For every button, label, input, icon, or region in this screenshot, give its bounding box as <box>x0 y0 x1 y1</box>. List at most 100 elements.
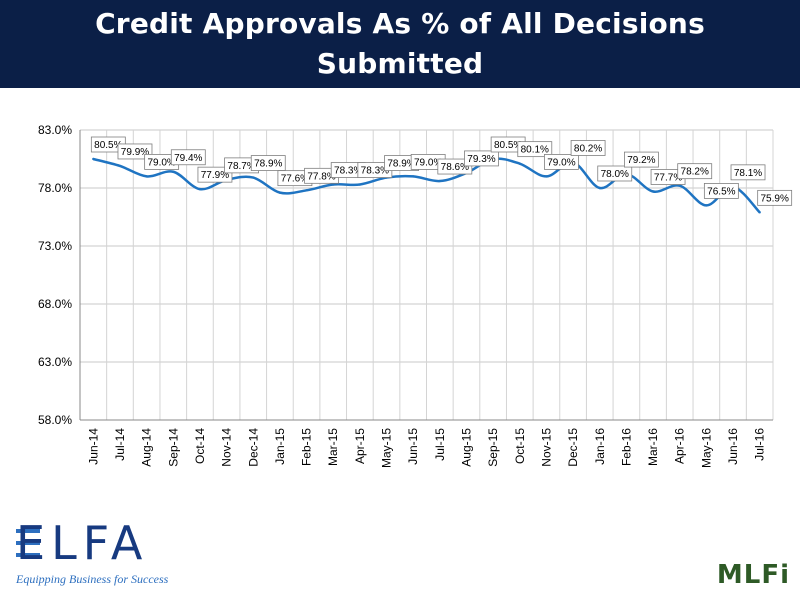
data-label: 75.9% <box>760 193 788 204</box>
data-label: 80.5% <box>94 140 122 151</box>
data-label: 79.0% <box>414 157 442 168</box>
elfa-wordmark: ELFA <box>16 516 149 570</box>
x-tick-label: Nov-14 <box>220 428 234 467</box>
data-point <box>438 179 442 183</box>
chart-title-line-1: Credit Approvals As % of All Decisions <box>95 7 705 40</box>
data-label: 80.5% <box>494 140 522 151</box>
x-tick-label: Jul-16 <box>753 428 767 461</box>
data-point <box>118 164 122 168</box>
x-tick-label: Jun-16 <box>726 428 740 465</box>
data-label: 77.7% <box>654 172 682 183</box>
data-label-box <box>117 143 153 160</box>
data-point <box>358 183 362 186</box>
data-label: 79.9% <box>121 147 149 158</box>
data-label-box <box>597 165 633 182</box>
x-tick-label: Jul-14 <box>113 428 127 461</box>
data-label-box <box>464 150 499 167</box>
x-tick-label: Feb-15 <box>300 428 314 466</box>
y-tick-label: 63.0% <box>38 355 72 369</box>
data-label-box <box>250 155 286 171</box>
data-label: 79.0% <box>147 157 175 168</box>
data-point <box>705 204 708 207</box>
data-label-box <box>517 141 553 158</box>
data-point <box>758 211 761 214</box>
data-label-box <box>170 149 206 166</box>
data-label: 79.2% <box>627 155 655 166</box>
data-label: 79.0% <box>547 157 575 168</box>
data-label: 78.0% <box>601 169 629 180</box>
x-tick-label: Jan-15 <box>273 428 287 465</box>
y-tick-label: 73.0% <box>38 239 72 253</box>
x-tick-label: Dec-15 <box>566 428 580 467</box>
data-label-box <box>570 140 606 156</box>
data-label: 77.6% <box>281 174 309 185</box>
data-label: 78.7% <box>227 161 255 172</box>
data-label-box <box>437 158 473 175</box>
data-label: 80.2% <box>574 143 602 154</box>
data-point <box>92 157 95 161</box>
data-point <box>332 183 335 186</box>
data-label: 78.3% <box>334 166 362 177</box>
x-tick-label: Aug-15 <box>459 428 473 467</box>
data-label-box <box>757 189 793 206</box>
x-tick-label: Sep-15 <box>486 428 500 467</box>
data-label-box <box>677 163 713 180</box>
data-label: 79.3% <box>467 154 495 165</box>
series-line <box>93 157 761 214</box>
data-point <box>518 162 521 165</box>
data-point <box>305 189 308 192</box>
data-label-box <box>197 166 233 183</box>
data-point <box>252 176 255 179</box>
x-tick-label: Jul-15 <box>433 428 447 461</box>
data-label-box <box>544 154 579 170</box>
y-tick-label: 58.0% <box>38 413 72 427</box>
data-label-box <box>703 183 739 199</box>
data-label: 80.1% <box>521 145 549 156</box>
y-tick-label: 68.0% <box>38 297 72 311</box>
data-label: 76.5% <box>707 186 735 197</box>
x-tick-label: May-16 <box>699 428 713 468</box>
data-label: 77.8% <box>307 171 335 182</box>
data-label: 78.2% <box>681 167 709 178</box>
x-tick-label: Apr-16 <box>673 428 687 464</box>
x-tick-label: May-15 <box>380 428 394 468</box>
x-tick-label: Sep-14 <box>166 428 180 467</box>
data-point <box>678 184 681 187</box>
chart-title-line-2: Submitted <box>316 47 484 80</box>
data-label: 78.9% <box>387 159 415 170</box>
data-label: 77.9% <box>201 170 229 181</box>
x-tick-label: Oct-15 <box>513 428 527 464</box>
data-point <box>172 170 175 173</box>
x-tick-label: Jan-16 <box>593 428 607 465</box>
data-point <box>278 191 282 194</box>
elfa-logo: ELFA Equipping Business for Success <box>16 520 216 590</box>
x-tick-label: Jun-15 <box>406 428 420 465</box>
data-label-box <box>624 151 659 168</box>
data-label-box <box>730 164 766 181</box>
data-label: 78.1% <box>734 168 762 179</box>
y-tick-label: 78.0% <box>38 181 72 195</box>
x-tick-label: Mar-16 <box>646 428 660 466</box>
data-point <box>411 175 415 178</box>
x-tick-label: Apr-15 <box>353 428 367 464</box>
x-tick-label: Jun-14 <box>86 428 100 465</box>
x-tick-label: Feb-16 <box>619 428 633 466</box>
elfa-tagline: Equipping Business for Success <box>16 572 169 586</box>
data-label: 79.4% <box>174 153 202 164</box>
mlfi-logo: MLFi <box>716 560 790 590</box>
title-banner: Credit Approvals As % of All Decisions S… <box>0 0 800 88</box>
data-label: 78.6% <box>441 162 469 173</box>
x-tick-label: Aug-14 <box>140 428 154 467</box>
y-tick-label: 83.0% <box>38 123 72 137</box>
data-label: 78.3% <box>361 166 389 177</box>
data-label: 78.9% <box>254 159 282 170</box>
x-tick-label: Oct-14 <box>193 428 207 464</box>
line-chart: 58.0% 63.0% 68.0% 73.0% 78.0% 83.0% Jun-14 Jul-… <box>38 123 793 468</box>
x-tick-label: Nov-15 <box>539 428 553 467</box>
data-point <box>651 190 655 193</box>
x-tick-label: Dec-14 <box>246 428 260 467</box>
x-tick-label: Mar-15 <box>326 428 340 466</box>
data-point <box>545 175 548 178</box>
data-point <box>145 175 148 178</box>
data-point <box>598 186 601 190</box>
